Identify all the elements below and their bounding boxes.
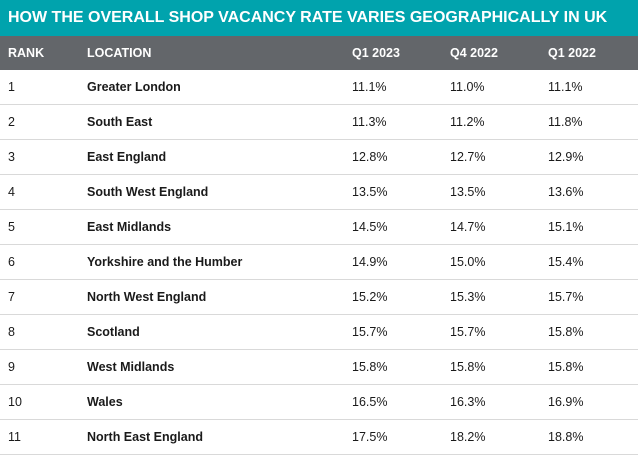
header-q4-2022: Q4 2022 <box>450 46 498 60</box>
rank-cell: 9 <box>8 360 15 374</box>
rank-cell: 7 <box>8 290 15 304</box>
q4-2022-cell: 18.2% <box>450 430 486 444</box>
q4-2022-cell: 15.3% <box>450 290 486 304</box>
q1-2023-cell: 16.5% <box>352 395 388 409</box>
q1-2023-cell: 11.3% <box>352 115 387 129</box>
q1-2022-cell: 15.7% <box>548 290 584 304</box>
rank-cell: 5 <box>8 220 15 234</box>
q1-2023-cell: 11.1% <box>352 80 387 94</box>
header-q1-2022: Q1 2022 <box>548 46 596 60</box>
q1-2023-cell: 15.7% <box>352 325 388 339</box>
rank-cell: 8 <box>8 325 15 339</box>
q4-2022-cell: 14.7% <box>450 220 486 234</box>
q1-2022-cell: 15.8% <box>548 325 584 339</box>
table-header: RANK LOCATION Q1 2023 Q4 2022 Q1 2022 <box>0 36 638 70</box>
table-row: 9 West Midlands 15.8% 15.8% 15.8% <box>0 350 638 385</box>
location-cell: East Midlands <box>87 220 172 234</box>
table-row: 1 Greater London 11.1% 11.0% 11.1% <box>0 70 638 105</box>
q1-2022-cell: 15.4% <box>548 255 584 269</box>
table-row: 5 East Midlands 14.5% 14.7% 15.1% <box>0 210 638 245</box>
q1-2022-cell: 15.8% <box>548 360 584 374</box>
q4-2022-cell: 11.0% <box>450 80 485 94</box>
q1-2022-cell: 16.9% <box>548 395 584 409</box>
rank-cell: 3 <box>8 150 15 164</box>
rank-cell: 11 <box>8 430 21 444</box>
q1-2023-cell: 13.5% <box>352 185 388 199</box>
q1-2023-cell: 12.8% <box>352 150 388 164</box>
location-cell: Yorkshire and the Humber <box>87 255 243 269</box>
header-q1-2023: Q1 2023 <box>352 46 400 60</box>
q1-2022-cell: 11.8% <box>548 115 583 129</box>
table-row: 11 North East England 17.5% 18.2% 18.8% <box>0 420 638 455</box>
rank-cell: 2 <box>8 115 15 129</box>
table-row: 2 South East 11.3% 11.2% 11.8% <box>0 105 638 140</box>
rank-cell: 6 <box>8 255 15 269</box>
header-rank: RANK <box>8 46 45 60</box>
location-cell: Scotland <box>87 325 140 339</box>
q4-2022-cell: 16.3% <box>450 395 486 409</box>
location-cell: Greater London <box>87 80 181 94</box>
table-row: 7 North West England 15.2% 15.3% 15.7% <box>0 280 638 315</box>
table-row: 6 Yorkshire and the Humber 14.9% 15.0% 1… <box>0 245 638 280</box>
rank-cell: 1 <box>8 80 15 94</box>
table-row: 8 Scotland 15.7% 15.7% 15.8% <box>0 315 638 350</box>
table-row: 4 South West England 13.5% 13.5% 13.6% <box>0 175 638 210</box>
q4-2022-cell: 15.8% <box>450 360 486 374</box>
q4-2022-cell: 13.5% <box>450 185 486 199</box>
q1-2022-cell: 15.1% <box>548 220 584 234</box>
q4-2022-cell: 11.2% <box>450 115 485 129</box>
q4-2022-cell: 12.7% <box>450 150 486 164</box>
location-cell: South West England <box>87 185 209 199</box>
location-cell: West Midlands <box>87 360 175 374</box>
location-cell: North West England <box>87 290 207 304</box>
q1-2023-cell: 15.8% <box>352 360 388 374</box>
q1-2022-cell: 12.9% <box>548 150 584 164</box>
rank-cell: 4 <box>8 185 15 199</box>
table-title: HOW THE OVERALL SHOP VACANCY RATE VARIES… <box>0 0 638 36</box>
rank-cell: 10 <box>8 395 22 409</box>
table-row: 10 Wales 16.5% 16.3% 16.9% <box>0 385 638 420</box>
q1-2022-cell: 11.1% <box>548 80 583 94</box>
table-row: 3 East England 12.8% 12.7% 12.9% <box>0 140 638 175</box>
q1-2023-cell: 14.9% <box>352 255 388 269</box>
q1-2022-cell: 13.6% <box>548 185 584 199</box>
q4-2022-cell: 15.0% <box>450 255 486 269</box>
q1-2022-cell: 18.8% <box>548 430 584 444</box>
q1-2023-cell: 14.5% <box>352 220 388 234</box>
location-cell: South East <box>87 115 153 129</box>
q1-2023-cell: 15.2% <box>352 290 388 304</box>
location-cell: East England <box>87 150 167 164</box>
table-body: 1 Greater London 11.1% 11.0% 11.1% 2 Sou… <box>0 70 638 455</box>
location-cell: Wales <box>87 395 123 409</box>
header-location: LOCATION <box>87 46 152 60</box>
location-cell: North East England <box>87 430 203 444</box>
q4-2022-cell: 15.7% <box>450 325 486 339</box>
q1-2023-cell: 17.5% <box>352 430 388 444</box>
